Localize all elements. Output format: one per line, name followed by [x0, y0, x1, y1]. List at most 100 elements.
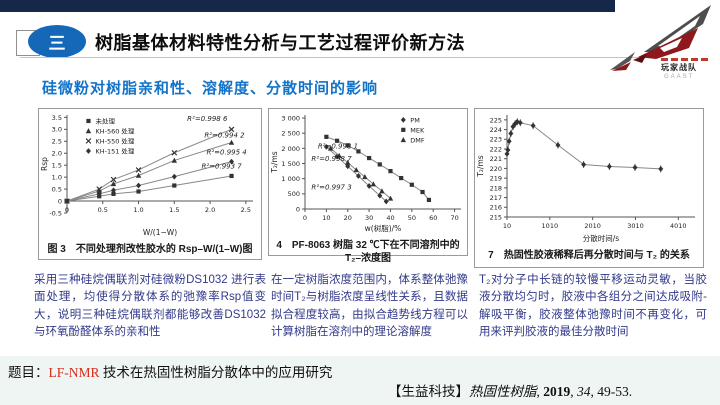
svg-text:219: 219: [490, 175, 502, 183]
citation-volume: 34: [577, 384, 591, 399]
svg-text:2.0: 2.0: [205, 206, 215, 214]
section-subtitle: 硅微粉对树脂亲和性、溶解度、分散时间的影响: [42, 80, 379, 97]
logo-latin-name: GAAST: [664, 74, 694, 80]
top-navy-bar: [0, 0, 615, 12]
svg-text:分散时间/s: 分散时间/s: [583, 233, 620, 243]
svg-text:2.0: 2.0: [52, 150, 62, 158]
svg-text:3.5: 3.5: [52, 114, 62, 122]
scatter-chart-solvent-t2: 0 10 20 30 40 50 60 70 0 500 1 000 1 500 2 000 2 500 3…: [270, 114, 461, 233]
note-solubility: 在一定树脂浓度范围内，体系整体弛豫时间T₂与树脂浓度呈线性关系，且数据拟合程度较…: [271, 274, 468, 338]
logo-chinese-name: 玩家战队: [661, 62, 697, 72]
slide-title: 树脂基体材料特性分析与工艺过程评价新方法: [95, 33, 465, 53]
note-affinity: 采用三种硅烷偶联剂对硅微粉DS1032 进行表面处理，均使得分散体系的弛豫率Rs…: [34, 274, 266, 338]
svg-text:2 000: 2 000: [281, 145, 300, 153]
svg-text:2 500: 2 500: [281, 130, 300, 138]
svg-text:0: 0: [65, 206, 69, 214]
svg-text:PM: PM: [410, 116, 420, 124]
reference-footer: 题目：LF-NMR 技术在热固性树脂分散体中的应用研究 【生益科技】热固性树脂,…: [0, 356, 720, 405]
svg-text:1010: 1010: [542, 222, 559, 230]
svg-text:30: 30: [365, 214, 373, 222]
svg-text:223: 223: [490, 136, 502, 144]
svg-text:R²=0.994 2: R²=0.994 2: [204, 131, 245, 139]
svg-text:-0.5: -0.5: [49, 209, 62, 217]
svg-text:T₂/ms: T₂/ms: [270, 151, 279, 173]
note-dispersion-time: T₂对分子中长链的较慢平移运动灵敏，当胶液分散均匀时，胶液中各组分之间达成吸附-…: [479, 274, 707, 338]
topic-method-highlight: LF-NMR: [48, 365, 100, 380]
svg-text:225: 225: [490, 116, 502, 124]
svg-text:Rsp: Rsp: [40, 157, 49, 171]
svg-text:R²=0.998 6: R²=0.998 6: [187, 115, 228, 123]
svg-text:0.5: 0.5: [52, 185, 62, 193]
svg-text:60: 60: [429, 214, 437, 222]
svg-text:50: 50: [408, 214, 416, 222]
svg-text:70: 70: [450, 214, 458, 222]
svg-text:3 000: 3 000: [281, 114, 300, 122]
paper-topic: 题目：LF-NMR 技术在热固性树脂分散体中的应用研究: [8, 361, 332, 381]
svg-text:40: 40: [386, 214, 394, 222]
svg-text:W/(1−W): W/(1−W): [143, 228, 177, 237]
svg-text:3010: 3010: [627, 222, 644, 230]
svg-text:0: 0: [58, 197, 62, 205]
chart-panel-rsp: 0 0.5 1.0 1.5 2.0 2.5 -0.5 0 0.5 1.0 1.5 2.0 2.5 3.0 3…: [38, 108, 262, 260]
svg-text:3.0: 3.0: [52, 126, 62, 134]
citation: 【生益科技】热固性树脂, 2019, 34, 49-53.: [388, 380, 632, 400]
svg-text:222: 222: [490, 145, 502, 153]
svg-text:未处理: 未处理: [95, 116, 115, 125]
svg-text:T₂/ms: T₂/ms: [476, 155, 485, 177]
citation-pages: , 49-53.: [590, 384, 633, 399]
svg-text:1.0: 1.0: [52, 174, 62, 182]
svg-text:KH-151 处理: KH-151 处理: [95, 146, 134, 155]
svg-text:10: 10: [322, 214, 330, 222]
svg-text:217: 217: [490, 194, 502, 202]
svg-text:DMF: DMF: [410, 136, 425, 144]
svg-text:218: 218: [490, 184, 502, 192]
citation-year: 2019: [543, 384, 571, 399]
chapter-number-badge: 三: [28, 25, 86, 58]
svg-text:2010: 2010: [584, 222, 601, 230]
citation-journal: 热固性树脂: [469, 384, 537, 399]
svg-text:R²=0.998 7: R²=0.998 7: [311, 155, 352, 163]
chart-panel-solvent-t2: 0 10 20 30 40 50 60 70 0 500 1 000 1 500 2 000 2 500 3…: [268, 108, 468, 264]
svg-text:1 500: 1 500: [281, 160, 300, 168]
svg-text:20: 20: [344, 214, 352, 222]
rog-eagle-logo-icon: 玩家战队 GAAST: [610, 5, 711, 80]
svg-text:215: 215: [490, 213, 502, 221]
chart-caption: 4 PF-8063 树脂 32 ℃下在不同溶剂中的 T₂–浓度图: [276, 240, 460, 264]
svg-text:4010: 4010: [670, 222, 687, 230]
svg-text:0.5: 0.5: [98, 206, 108, 214]
svg-text:KH-560 处理: KH-560 处理: [95, 126, 134, 135]
citation-sep: ,: [570, 384, 577, 399]
citation-sep: ,: [536, 384, 544, 399]
svg-text:0: 0: [296, 205, 300, 213]
svg-text:224: 224: [490, 126, 502, 134]
svg-text:10: 10: [503, 222, 511, 230]
svg-text:0: 0: [303, 214, 307, 222]
svg-text:216: 216: [490, 204, 502, 212]
svg-text:1 000: 1 000: [281, 175, 300, 183]
citation-brand: 【生益科技】: [388, 384, 469, 399]
svg-text:1.5: 1.5: [52, 162, 62, 170]
svg-text:221: 221: [490, 155, 502, 163]
svg-text:R²=0.997 3: R²=0.997 3: [311, 184, 351, 192]
svg-text:1.0: 1.0: [133, 206, 143, 214]
logo-red-marks: [661, 58, 708, 61]
title-underline: [20, 57, 648, 58]
svg-text:KH-550 处理: KH-550 处理: [95, 136, 134, 145]
svg-text:R²=0.995 4: R²=0.995 4: [207, 149, 247, 157]
svg-text:220: 220: [490, 165, 502, 173]
chart-caption: 7 热固性胶液稀释后再分散时间与 T₂ 的关系: [488, 250, 690, 261]
chart-caption: 图 3 不同处理剂改性胶水的 Rsp–W/(1–W)图: [47, 244, 253, 255]
scatter-chart-rsp: 0 0.5 1.0 1.5 2.0 2.5-0.500.51.01.52.02.53.03…: [40, 114, 253, 237]
topic-rest: 技术在热固性树脂分散体中的应用研究: [99, 365, 333, 380]
svg-text:MEK: MEK: [410, 126, 425, 134]
svg-text:w(树脂)/%: w(树脂)/%: [365, 223, 402, 233]
svg-text:2.5: 2.5: [52, 138, 62, 146]
svg-text:500: 500: [288, 190, 300, 198]
topic-label: 题目：: [8, 365, 49, 380]
svg-text:R²=0.993 7: R²=0.993 7: [201, 163, 242, 171]
svg-text:2.5: 2.5: [241, 206, 251, 214]
svg-text:R²=0.998 1: R²=0.998 1: [318, 142, 358, 150]
